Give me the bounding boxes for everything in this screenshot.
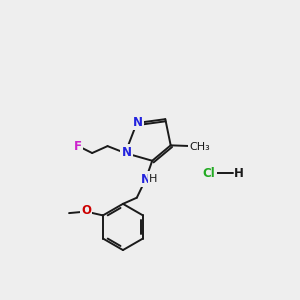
- Text: H: H: [149, 174, 157, 184]
- Text: CH₃: CH₃: [190, 142, 210, 152]
- Text: N: N: [133, 116, 142, 129]
- Text: F: F: [74, 140, 82, 153]
- Text: Cl: Cl: [203, 167, 216, 180]
- Text: N: N: [122, 146, 132, 159]
- Text: H: H: [234, 167, 244, 180]
- Text: O: O: [81, 204, 91, 217]
- Text: N: N: [141, 173, 151, 186]
